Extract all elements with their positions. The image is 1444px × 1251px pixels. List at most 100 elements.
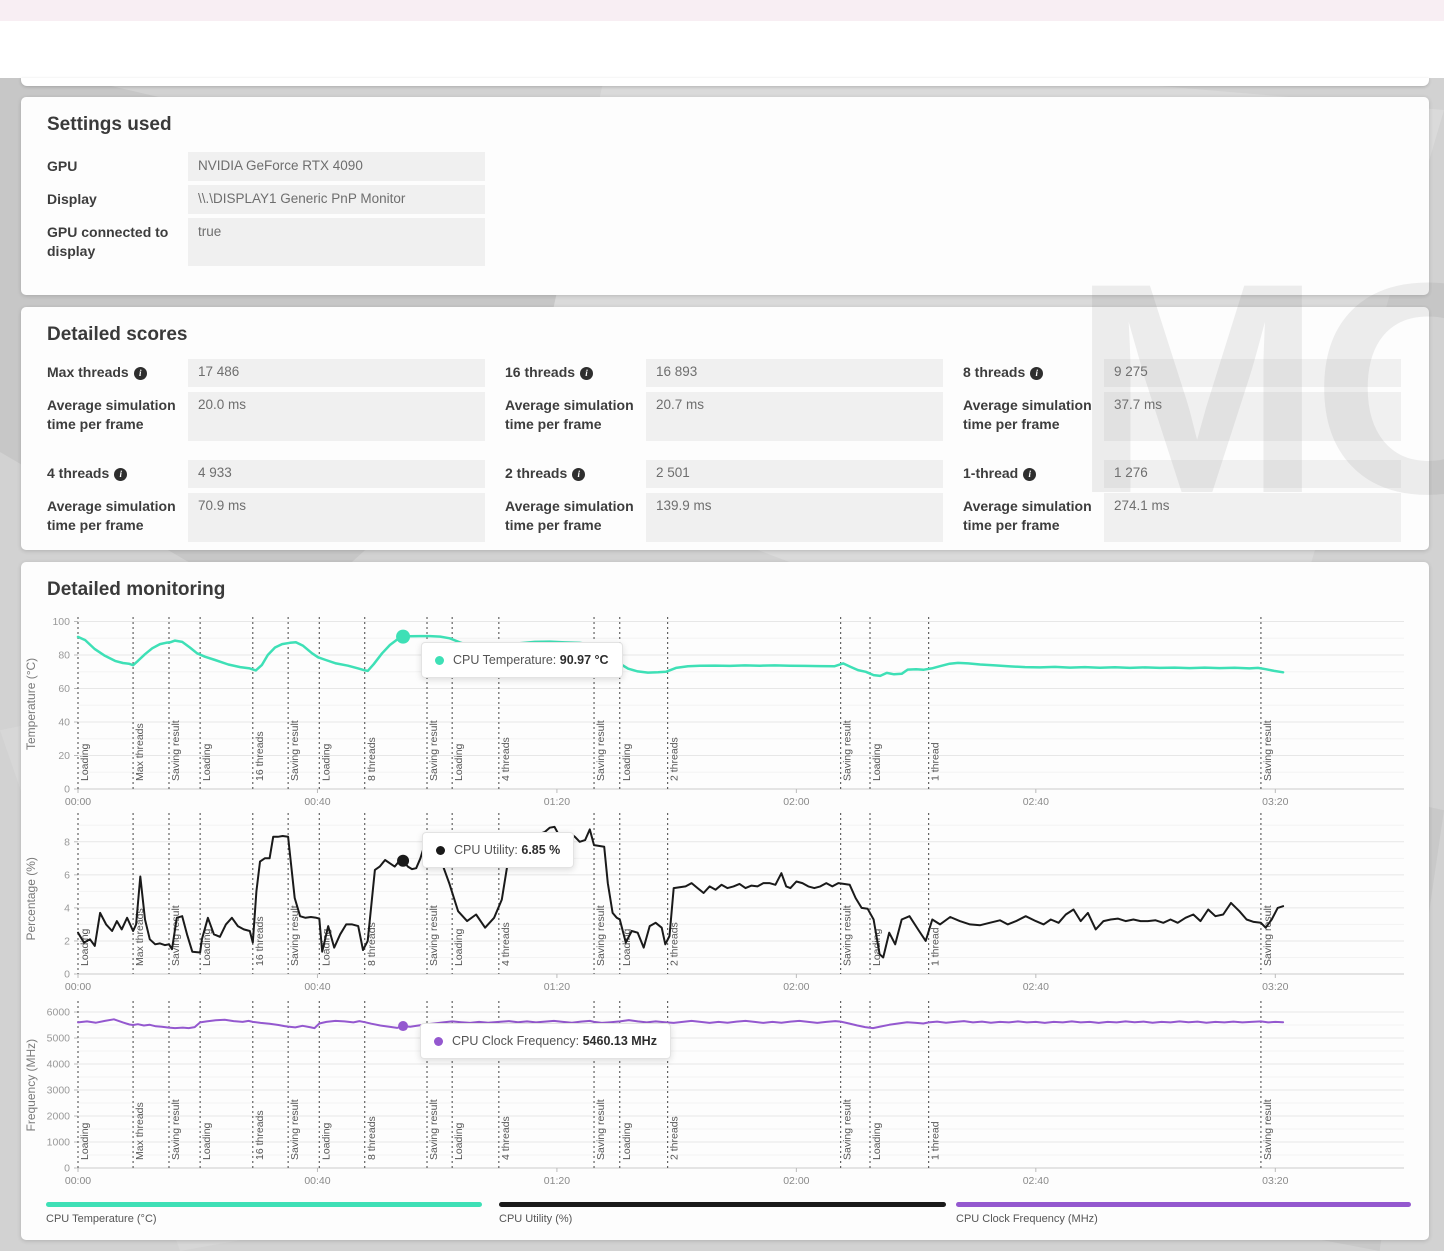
legend-color-bar: [46, 1202, 482, 1207]
svg-text:Saving result: Saving result: [595, 720, 607, 781]
legend-cpu-temperature[interactable]: CPU Temperature (°C): [46, 1202, 482, 1225]
avg-time-value: 70.9 ms: [188, 493, 485, 542]
svg-text:Saving result: Saving result: [595, 905, 607, 966]
score-label: 2 threads i: [505, 460, 646, 488]
svg-text:Loading: Loading: [201, 928, 213, 966]
svg-text:Loading: Loading: [320, 928, 332, 966]
score-cell-max-threads: Max threads i 17 486 Average simulation t…: [47, 359, 485, 441]
teal-dot-icon: [435, 655, 444, 665]
svg-text:02:00: 02:00: [783, 796, 809, 808]
detailed-monitoring-card: Detailed monitoring 0 20 40 60 80 100 00:00 00:…: [21, 562, 1429, 1240]
svg-text:Max threads: Max threads: [134, 1102, 146, 1160]
avg-time-label: Average simulation time per frame: [505, 498, 634, 533]
cpu-temperature-chart[interactable]: 0 20 40 60 80 100 00:00 00:40 01:20 02:00 02:40 03:…: [21, 611, 1429, 811]
svg-text:16 threads: 16 threads: [254, 1110, 266, 1160]
avg-time-label: Average simulation time per frame: [47, 397, 176, 432]
svg-text:60: 60: [58, 683, 70, 695]
svg-text:4000: 4000: [47, 1059, 71, 1071]
info-icon[interactable]: i: [114, 468, 128, 481]
score-value: 16 893: [646, 359, 943, 387]
top-white-section: [0, 21, 1444, 78]
previous-card-bottom-edge: [21, 78, 1429, 86]
score-value: 9 275: [1104, 359, 1401, 387]
svg-text:00:00: 00:00: [65, 796, 91, 808]
legend-color-bar: [499, 1202, 946, 1207]
svg-text:01:20: 01:20: [544, 981, 570, 993]
svg-text:Frequency (MHz): Frequency (MHz): [24, 1039, 38, 1132]
svg-text:00:40: 00:40: [304, 981, 330, 993]
svg-text:Loading: Loading: [453, 743, 465, 781]
svg-text:1 thread: 1 thread: [930, 742, 942, 781]
info-icon[interactable]: i: [1023, 468, 1037, 481]
svg-text:02:00: 02:00: [783, 981, 809, 993]
svg-text:03:20: 03:20: [1262, 796, 1288, 808]
svg-text:Saving result: Saving result: [428, 905, 440, 966]
svg-text:02:40: 02:40: [1023, 1175, 1049, 1187]
avg-time-label: Average simulation time per frame: [963, 498, 1092, 533]
svg-text:Saving result: Saving result: [1262, 1099, 1274, 1160]
svg-text:Loading: Loading: [871, 928, 883, 966]
svg-text:Saving result: Saving result: [428, 1099, 440, 1160]
settings-value: true: [188, 218, 485, 266]
svg-text:02:00: 02:00: [783, 1175, 809, 1187]
score-label: 1-thread i: [963, 460, 1104, 488]
settings-value: \\.\DISPLAY1 Generic PnP Monitor: [188, 185, 485, 214]
purple-dot-icon: [434, 1036, 443, 1046]
svg-text:Loading: Loading: [320, 743, 332, 781]
settings-label: Display: [47, 191, 97, 207]
settings-used-card: Settings used GPU NVIDIA GeForce RTX 409…: [21, 97, 1429, 295]
score-label: 16 threads i: [505, 359, 646, 387]
svg-text:Loading: Loading: [320, 1122, 332, 1160]
score-label: 8 threads i: [963, 359, 1104, 387]
svg-text:Saving result: Saving result: [842, 1099, 854, 1160]
svg-text:80: 80: [58, 650, 70, 662]
tooltip-text: CPU Temperature: 90.97 °C: [453, 653, 609, 667]
svg-text:Saving result: Saving result: [842, 720, 854, 781]
svg-text:03:20: 03:20: [1262, 1175, 1288, 1187]
svg-text:0: 0: [64, 784, 70, 796]
avg-time-value: 139.9 ms: [646, 493, 943, 542]
score-cell-4-threads: 4 threads i 4 933 Average simulation time…: [47, 460, 485, 542]
svg-text:1000: 1000: [47, 1137, 71, 1149]
cpu-clock-frequency-chart[interactable]: 0 1000 2000 3000 4000 5000 6000 00:00 00:40 01:20…: [21, 997, 1429, 1197]
svg-text:4 threads: 4 threads: [500, 922, 512, 966]
settings-rows: GPU NVIDIA GeForce RTX 4090 Display \\.\…: [21, 152, 1429, 266]
settings-value: NVIDIA GeForce RTX 4090: [188, 152, 485, 181]
top-accent-bar: [0, 0, 1444, 21]
svg-text:Saving result: Saving result: [170, 720, 182, 781]
svg-text:00:00: 00:00: [65, 1175, 91, 1187]
svg-text:4 threads: 4 threads: [500, 737, 512, 781]
svg-text:Saving result: Saving result: [1262, 905, 1274, 966]
svg-text:0: 0: [64, 969, 70, 981]
legend-cpu-utility[interactable]: CPU Utility (%): [499, 1202, 946, 1225]
info-icon[interactable]: i: [580, 367, 594, 380]
score-label: Max threads i: [47, 359, 188, 387]
svg-text:20: 20: [58, 750, 70, 762]
svg-text:16 threads: 16 threads: [254, 731, 266, 781]
svg-text:01:20: 01:20: [544, 796, 570, 808]
monitoring-card-title: Detailed monitoring: [47, 579, 226, 600]
info-icon[interactable]: i: [572, 468, 586, 481]
detailed-scores-card: Detailed scores Max threads i 17 486 Aver…: [21, 307, 1429, 550]
cpu-utility-chart[interactable]: 0 2 4 6 8 00:00 00:40 01:20 02:00 02:40 03:20 Loadi…: [21, 807, 1429, 999]
svg-text:Loading: Loading: [201, 1122, 213, 1160]
svg-text:01:20: 01:20: [544, 1175, 570, 1187]
settings-row-display: Display \\.\DISPLAY1 Generic PnP Monitor: [47, 185, 1403, 214]
settings-label: GPU connected to display: [47, 224, 169, 259]
avg-time-label: Average simulation time per frame: [963, 397, 1092, 432]
info-icon[interactable]: i: [1030, 367, 1044, 380]
score-cell-16-threads: 16 threads i 16 893 Average simulation ti…: [505, 359, 943, 441]
svg-text:Loading: Loading: [621, 1122, 633, 1160]
svg-text:Temperature (°C): Temperature (°C): [24, 658, 38, 750]
settings-row-gpu-connected: GPU connected to display true: [47, 218, 1403, 266]
tooltip-text: CPU Utility: 6.85 %: [454, 843, 561, 857]
svg-text:1 thread: 1 thread: [930, 927, 942, 966]
svg-text:02:40: 02:40: [1023, 981, 1049, 993]
svg-text:02:40: 02:40: [1023, 796, 1049, 808]
svg-text:40: 40: [58, 717, 70, 729]
info-icon[interactable]: i: [133, 367, 147, 380]
svg-text:Percentage (%): Percentage (%): [24, 857, 38, 940]
svg-text:0: 0: [64, 1163, 70, 1175]
svg-text:Saving result: Saving result: [1262, 720, 1274, 781]
legend-cpu-clock-frequency[interactable]: CPU Clock Frequency (MHz): [956, 1202, 1411, 1225]
